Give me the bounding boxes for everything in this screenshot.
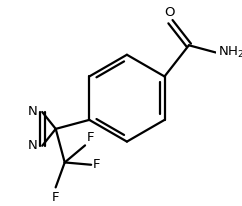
Text: F: F xyxy=(93,158,101,171)
Text: NH$_2$: NH$_2$ xyxy=(218,45,242,60)
Text: N: N xyxy=(28,105,38,118)
Text: N: N xyxy=(28,139,38,152)
Text: O: O xyxy=(164,6,175,19)
Text: F: F xyxy=(52,191,59,204)
Text: F: F xyxy=(87,131,94,144)
